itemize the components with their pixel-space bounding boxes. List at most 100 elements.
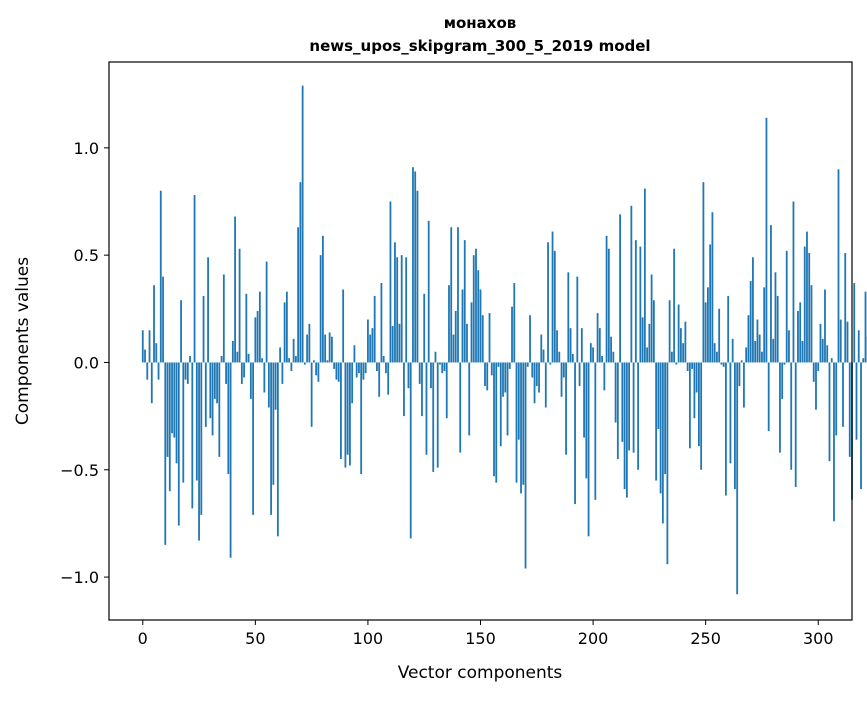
bar-43 <box>239 249 241 363</box>
bar-233 <box>666 362 668 564</box>
bar-12 <box>169 362 171 491</box>
bar-321 <box>865 292 867 363</box>
bar-101 <box>369 335 371 363</box>
bar-53 <box>261 358 263 362</box>
bar-220 <box>637 362 639 469</box>
bar-256 <box>718 309 720 363</box>
bar-105 <box>378 362 380 396</box>
bar-52 <box>259 292 261 363</box>
bar-143 <box>464 240 466 362</box>
bar-54 <box>263 362 265 392</box>
bar-180 <box>547 242 549 362</box>
bar-29 <box>207 257 209 362</box>
y-tick-label: 1.0 <box>74 139 99 158</box>
bar-189 <box>567 272 569 362</box>
bar-277 <box>766 118 768 363</box>
bar-134 <box>444 362 446 371</box>
bar-318 <box>858 330 860 362</box>
bar-211 <box>617 362 619 459</box>
bar-312 <box>844 253 846 362</box>
bar-158 <box>498 362 500 366</box>
bar-247 <box>698 362 700 446</box>
bar-99 <box>365 362 367 373</box>
bar-98 <box>363 362 365 379</box>
bar-90 <box>345 362 347 467</box>
bar-22 <box>191 362 193 508</box>
bar-227 <box>653 300 655 362</box>
bar-159 <box>500 362 502 446</box>
bar-287 <box>788 330 790 362</box>
bar-259 <box>725 362 727 495</box>
bar-231 <box>662 362 664 523</box>
bar-23 <box>194 195 196 362</box>
bar-299 <box>815 362 817 409</box>
bar-136 <box>448 285 450 362</box>
bar-251 <box>707 287 709 362</box>
bar-104 <box>376 362 378 371</box>
bar-146 <box>471 302 473 362</box>
bar-229 <box>657 362 659 429</box>
y-tick-label: 0.0 <box>74 353 99 372</box>
bar-77 <box>315 362 317 375</box>
bar-0 <box>142 330 144 362</box>
bar-175 <box>536 362 538 386</box>
bar-44 <box>241 362 243 383</box>
bar-165 <box>513 283 515 362</box>
bar-221 <box>639 247 641 363</box>
bar-298 <box>813 362 815 381</box>
bar-63 <box>284 302 286 362</box>
bar-88 <box>340 362 342 459</box>
bar-150 <box>480 289 482 362</box>
bar-228 <box>655 362 657 480</box>
bar-171 <box>527 362 529 366</box>
bar-238 <box>678 305 680 363</box>
bar-37 <box>225 362 227 383</box>
bar-257 <box>721 362 723 364</box>
bar-97 <box>360 362 362 474</box>
bar-236 <box>673 249 675 363</box>
bar-235 <box>671 352 673 363</box>
bar-294 <box>804 247 806 363</box>
bar-185 <box>558 352 560 363</box>
bar-209 <box>612 352 614 363</box>
bar-6 <box>155 343 157 362</box>
bar-249 <box>703 182 705 362</box>
bar-217 <box>630 206 632 363</box>
bar-119 <box>410 362 412 538</box>
bar-260 <box>727 296 729 363</box>
bar-41 <box>234 217 236 363</box>
bar-80 <box>322 236 324 363</box>
bar-223 <box>644 189 646 363</box>
bar-140 <box>457 227 459 362</box>
bar-157 <box>495 362 497 482</box>
bar-38 <box>227 362 229 474</box>
bar-130 <box>435 352 437 363</box>
bar-108 <box>385 362 387 373</box>
bar-25 <box>198 362 200 540</box>
bar-270 <box>750 281 752 363</box>
bar-59 <box>275 362 277 409</box>
bar-13 <box>171 362 173 433</box>
bar-5 <box>153 285 155 362</box>
bar-210 <box>615 362 617 422</box>
x-tick-label: 150 <box>465 629 496 648</box>
bar-85 <box>333 362 335 368</box>
bar-184 <box>556 330 558 362</box>
bar-62 <box>281 362 283 383</box>
bar-289 <box>793 202 795 363</box>
bar-81 <box>324 335 326 363</box>
x-tick-label: 50 <box>245 629 265 648</box>
bar-30 <box>209 362 211 418</box>
bar-17 <box>180 300 182 362</box>
bar-303 <box>824 289 826 362</box>
bar-72 <box>304 362 306 364</box>
bar-193 <box>576 277 578 363</box>
bar-61 <box>279 347 281 362</box>
bar-32 <box>214 362 216 398</box>
bar-160 <box>502 362 504 396</box>
bar-232 <box>664 362 666 474</box>
bar-187 <box>563 362 565 377</box>
y-tick-label: 0.5 <box>74 246 99 265</box>
